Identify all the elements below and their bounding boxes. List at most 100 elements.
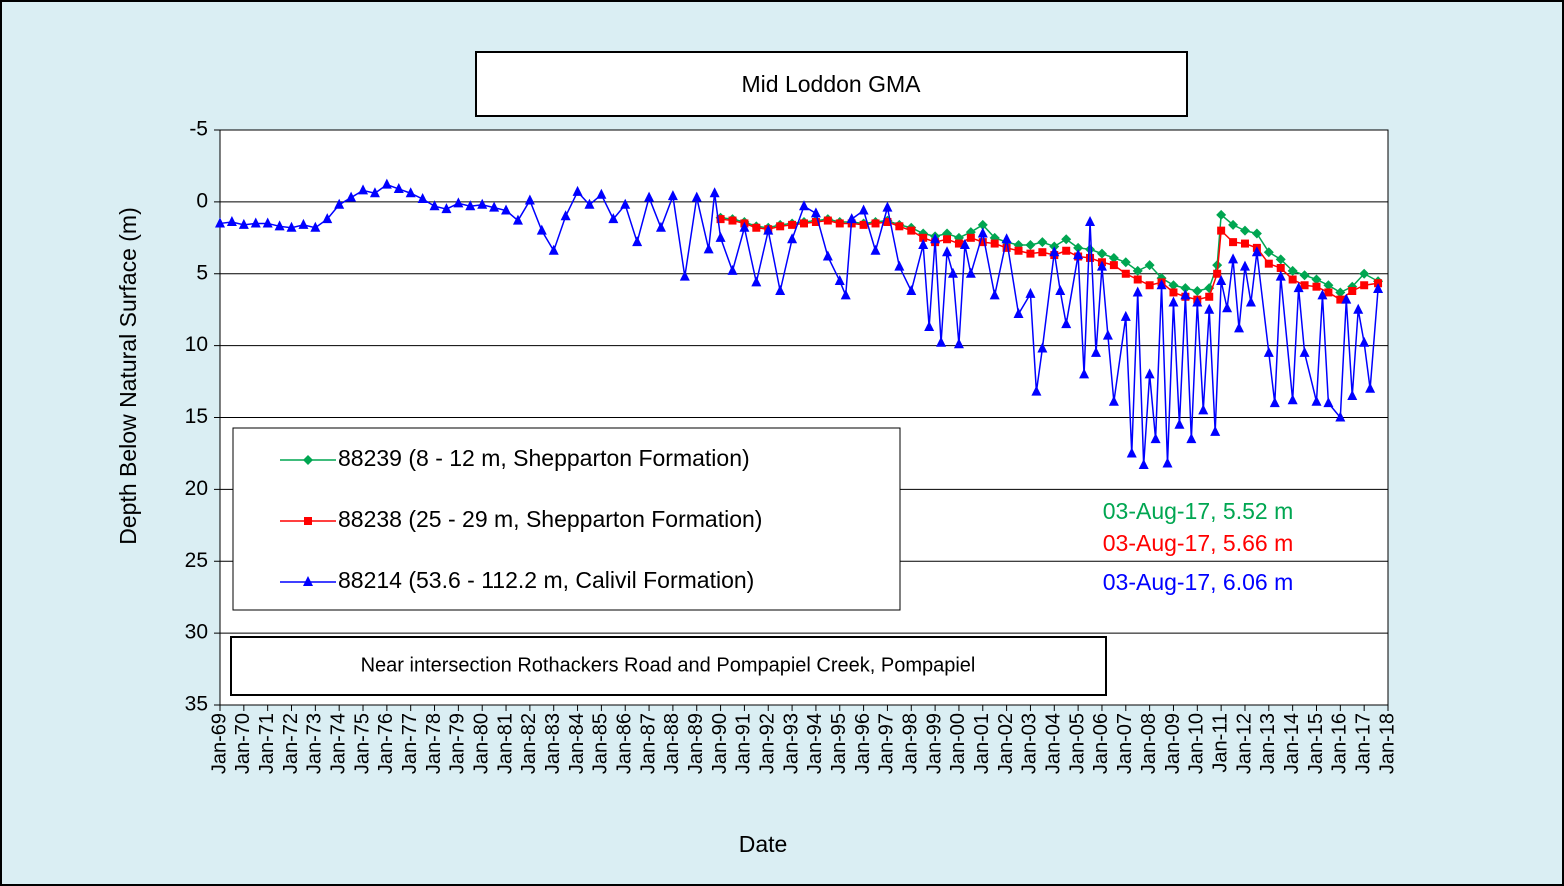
marker [989, 289, 1000, 300]
marker [1031, 385, 1042, 396]
y-tick-label: 20 [185, 477, 208, 500]
marker [1085, 244, 1096, 255]
marker [1168, 296, 1179, 307]
legend: 88239 (8 - 12 m, Shepparton Formation) 88… [232, 427, 901, 611]
x-tick-label: Jan-11 [1209, 713, 1231, 773]
x-tick-label: Jan-69 [208, 713, 230, 774]
marker [560, 210, 571, 221]
marker [942, 246, 953, 257]
marker [1348, 287, 1357, 295]
marker [215, 217, 225, 228]
marker [524, 194, 535, 205]
marker [369, 187, 380, 198]
marker [1121, 269, 1130, 278]
marker [1133, 275, 1142, 284]
marker [936, 336, 947, 347]
marker [1186, 433, 1197, 444]
marker [953, 338, 964, 349]
marker [1288, 275, 1297, 284]
marker [907, 226, 916, 235]
marker [1169, 288, 1178, 297]
marker [691, 191, 702, 202]
marker [1311, 274, 1322, 285]
marker [441, 203, 452, 214]
marker [1341, 293, 1352, 304]
x-tick-label: Jan-15 [1305, 713, 1327, 774]
x-tick-label: Jan-87 [637, 713, 659, 774]
marker [1002, 243, 1011, 252]
marker [871, 219, 880, 228]
marker [286, 221, 297, 232]
marker [1132, 265, 1143, 276]
marker [1229, 238, 1238, 247]
marker [465, 200, 476, 211]
y-tick-label: -5 [189, 118, 208, 141]
marker [918, 239, 929, 249]
x-tick-label: Jan-07 [1114, 713, 1136, 774]
marker [752, 223, 761, 232]
marker [1300, 281, 1309, 290]
legend-box [232, 427, 901, 611]
marker [1293, 282, 1304, 293]
marker [858, 204, 869, 215]
marker [620, 198, 631, 209]
x-tick-label: Jan-98 [900, 713, 922, 774]
marker [1217, 226, 1226, 235]
marker [1335, 287, 1346, 298]
x-tick-label: Jan-78 [423, 713, 445, 774]
marker [1079, 368, 1090, 379]
marker [1264, 259, 1273, 268]
marker [1239, 225, 1250, 236]
marker [1359, 336, 1370, 347]
marker [1026, 249, 1035, 258]
marker [1174, 418, 1185, 429]
marker [250, 217, 261, 228]
marker [548, 244, 559, 255]
marker [1204, 303, 1215, 314]
marker [1144, 260, 1155, 271]
marker [1275, 254, 1286, 265]
marker [1198, 404, 1209, 415]
marker [1359, 268, 1370, 279]
marker [870, 244, 881, 255]
marker [1168, 280, 1179, 291]
legend-label: 88238 (25 - 29 m, Shepparton Formation) [338, 506, 762, 532]
marker [965, 267, 976, 278]
marker [322, 213, 333, 224]
x-tick-label: Jan-92 [757, 713, 779, 774]
marker [906, 285, 917, 295]
marker [709, 187, 720, 198]
marker [811, 218, 820, 226]
marker [303, 576, 313, 586]
marker [1299, 346, 1310, 357]
marker [1312, 282, 1321, 291]
marker [1263, 247, 1274, 258]
marker [1013, 308, 1024, 318]
x-tick-label: Jan-02 [995, 713, 1017, 774]
marker [800, 219, 808, 228]
x-axis-label: Date [739, 831, 788, 857]
x-tick-label: Jan-70 [232, 713, 254, 774]
marker [1073, 242, 1084, 253]
marker [238, 218, 249, 229]
y-tick-label: 35 [185, 693, 208, 716]
marker [1120, 257, 1131, 268]
marker [882, 201, 893, 212]
marker [739, 221, 750, 232]
marker [835, 219, 844, 228]
marker [977, 219, 988, 230]
marker [1085, 216, 1096, 226]
marker [1373, 282, 1384, 293]
marker [596, 188, 607, 199]
x-tick-label: Jan-16 [1329, 713, 1351, 774]
marker [943, 235, 952, 244]
x-tick-label: Jan-73 [304, 713, 326, 774]
marker [1360, 281, 1369, 290]
x-tick-label: Jan-82 [518, 713, 540, 774]
x-tick-label: Jan-17 [1352, 713, 1374, 774]
chart-title: Mid Loddon GMA [742, 71, 922, 97]
marker [715, 231, 726, 242]
x-tick-label: Jan-80 [470, 713, 492, 774]
marker [1156, 279, 1167, 290]
x-tick-label: Jan-97 [876, 713, 898, 774]
